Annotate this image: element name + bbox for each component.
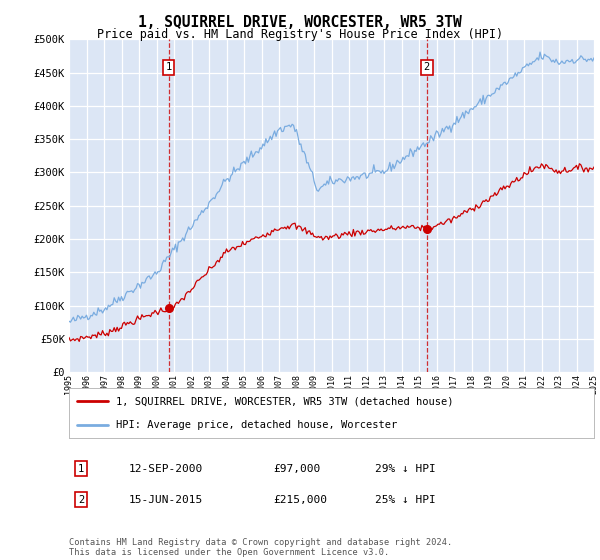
Text: 1, SQUIRREL DRIVE, WORCESTER, WR5 3TW (detached house): 1, SQUIRREL DRIVE, WORCESTER, WR5 3TW (d… bbox=[116, 396, 454, 406]
Text: 12-SEP-2000: 12-SEP-2000 bbox=[129, 464, 203, 474]
Text: 29% ↓ HPI: 29% ↓ HPI bbox=[375, 464, 436, 474]
Text: 1: 1 bbox=[166, 62, 172, 72]
Text: £97,000: £97,000 bbox=[273, 464, 320, 474]
Text: Contains HM Land Registry data © Crown copyright and database right 2024.
This d: Contains HM Land Registry data © Crown c… bbox=[69, 538, 452, 557]
Text: 2: 2 bbox=[424, 62, 430, 72]
Text: 25% ↓ HPI: 25% ↓ HPI bbox=[375, 494, 436, 505]
Text: 1: 1 bbox=[78, 464, 84, 474]
Text: 2: 2 bbox=[78, 494, 84, 505]
Text: 1, SQUIRREL DRIVE, WORCESTER, WR5 3TW: 1, SQUIRREL DRIVE, WORCESTER, WR5 3TW bbox=[138, 15, 462, 30]
Text: HPI: Average price, detached house, Worcester: HPI: Average price, detached house, Worc… bbox=[116, 421, 398, 430]
Text: £215,000: £215,000 bbox=[273, 494, 327, 505]
Text: 15-JUN-2015: 15-JUN-2015 bbox=[129, 494, 203, 505]
Text: Price paid vs. HM Land Registry's House Price Index (HPI): Price paid vs. HM Land Registry's House … bbox=[97, 28, 503, 41]
